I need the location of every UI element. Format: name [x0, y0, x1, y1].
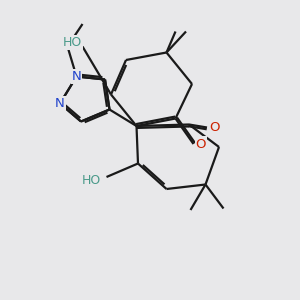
Text: N: N	[55, 97, 65, 110]
Text: HO: HO	[62, 35, 82, 49]
Text: N: N	[72, 70, 81, 83]
Text: O: O	[196, 137, 206, 151]
Text: HO: HO	[82, 173, 101, 187]
Text: O: O	[209, 121, 220, 134]
